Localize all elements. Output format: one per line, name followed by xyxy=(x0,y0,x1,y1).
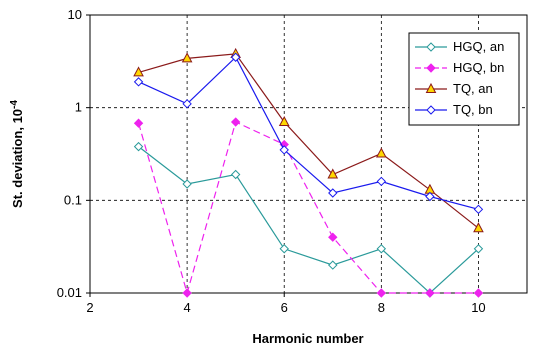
hgq-an-point xyxy=(133,141,144,152)
tq-an-point xyxy=(278,115,290,127)
hgq-bn-point xyxy=(230,117,241,127)
legend-hgq-bn-point xyxy=(426,63,436,73)
hgq-an-line xyxy=(138,146,479,294)
hgq-bn-point xyxy=(425,288,435,298)
x-axis-label: Harmonic number xyxy=(252,331,363,346)
series-tq-an xyxy=(133,47,484,233)
legend-tq-bn-point xyxy=(426,105,436,115)
x-tick-label: 8 xyxy=(378,300,385,315)
tq-bn-point xyxy=(473,204,484,215)
tq-bn-point xyxy=(230,52,241,62)
legend-item-hgq-bn: HGQ, bn xyxy=(415,60,504,75)
legend-item-hgq-an: HGQ, an xyxy=(415,39,504,54)
tq-an-point xyxy=(327,168,339,179)
hgq-an-point xyxy=(182,179,192,189)
legend-label: TQ, bn xyxy=(453,102,493,117)
y-axis: 0.01 0.1 1 10 xyxy=(57,7,90,300)
hgq-bn-point xyxy=(376,288,387,298)
legend-label: HGQ, an xyxy=(453,39,504,54)
tq-bn-point xyxy=(328,188,338,198)
series-tq-bn xyxy=(133,52,484,215)
x-tick-label: 6 xyxy=(281,300,288,315)
legend-label: TQ, an xyxy=(453,81,493,96)
y-tick-label: 1 xyxy=(75,100,82,115)
y-axis-label: St. deviation, 10-4 xyxy=(9,100,25,208)
tq-an-point xyxy=(473,222,484,233)
y-tick-label: 0.1 xyxy=(64,192,82,207)
series-layer xyxy=(133,47,484,298)
x-tick-label: 4 xyxy=(183,300,190,315)
hgq-an-point xyxy=(279,244,289,254)
hgq-bn-point xyxy=(133,118,144,128)
hgq-an-point xyxy=(376,244,387,254)
y-axis-label-exponent: -4 xyxy=(9,100,20,109)
y-tick-label: 10 xyxy=(68,7,82,22)
tq-an-line xyxy=(138,53,479,229)
plot-area xyxy=(89,14,528,294)
series-hgq-bn xyxy=(133,117,484,298)
legend-tq-an-point xyxy=(425,82,437,93)
legend-item-tq-bn: TQ, bn xyxy=(415,102,493,117)
hgq-bn-point xyxy=(328,232,338,242)
x-tick-label: 10 xyxy=(471,300,485,315)
tq-bn-line xyxy=(138,56,479,210)
hgq-bn-point xyxy=(473,288,484,298)
x-axis: 2 4 6 8 10 xyxy=(86,293,486,315)
hgq-an-point xyxy=(328,260,338,270)
legend-item-tq-an: TQ, an xyxy=(415,81,493,96)
tq-bn-point xyxy=(279,145,289,155)
tq-bn-point xyxy=(182,99,192,109)
tq-bn-point xyxy=(133,77,144,87)
hgq-bn-point xyxy=(182,288,192,298)
hgq-an-point xyxy=(473,244,484,254)
tq-an-point xyxy=(133,66,144,77)
hgq-an-point xyxy=(230,169,241,180)
tq-bn-point xyxy=(376,176,387,187)
tq-an-point xyxy=(376,147,387,158)
legend-label: HGQ, bn xyxy=(453,60,504,75)
tq-bn-point xyxy=(425,191,435,202)
legend-hgq-an-point xyxy=(426,42,436,52)
legend: HGQ, an HGQ, bn TQ, an TQ, bn xyxy=(408,32,520,126)
x-tick-label: 2 xyxy=(86,300,93,315)
y-tick-label: 0.01 xyxy=(57,285,82,300)
y-axis-label-text: St. deviation, 10 xyxy=(10,109,25,208)
tq-an-point xyxy=(181,52,193,63)
